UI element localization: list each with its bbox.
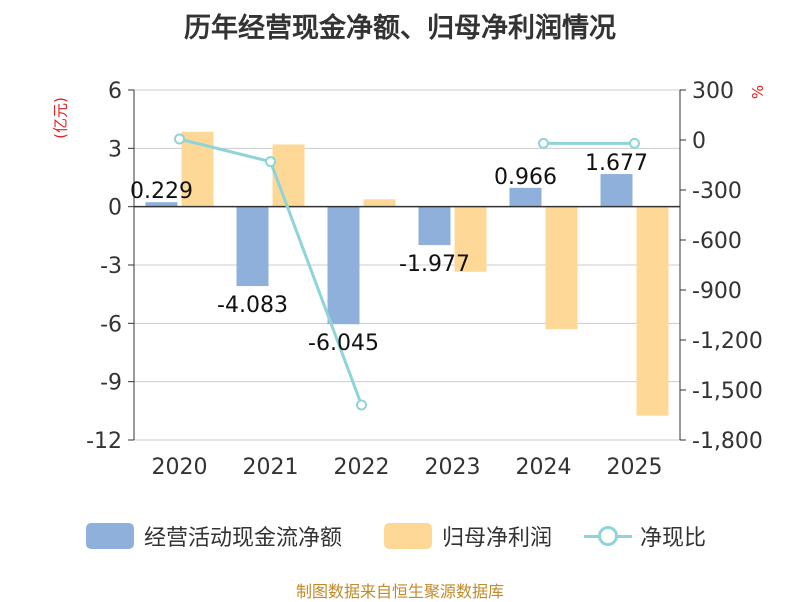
legend-swatch-ratio [584,523,632,549]
ratio-point [538,137,549,149]
bar-cash [418,206,451,246]
right-tick-label: 300 [692,79,734,104]
x-tick-label: 2021 [243,455,299,480]
bar-cash [145,202,178,207]
legend: 经营活动现金流净额 归母净利润 净现比 [0,516,800,556]
left-tick-label: 0 [108,196,122,221]
x-tick-label: 2022 [334,455,390,480]
cash-data-label: 1.677 [585,151,648,176]
bar-cash [509,187,542,207]
legend-swatch-cash [86,523,134,549]
ratio-point [174,133,185,145]
cash-data-label: -4.083 [217,293,288,318]
right-tick-label: -900 [692,279,742,304]
ratio-point [629,137,640,149]
chart-title: 历年经营现金净额、归母净利润情况 [184,13,616,44]
cash-data-label: -1.977 [399,252,470,277]
x-tick-label: 2024 [516,455,572,480]
left-tick-label: -12 [86,429,122,454]
cash-data-label: -6.045 [308,331,379,356]
cash-data-label: 0.229 [130,179,193,204]
right-tick-label: -300 [692,179,742,204]
ratio-point [356,399,367,411]
left-tick-label: 3 [108,137,122,162]
right-tick-label: -600 [692,229,742,254]
legend-item-ratio[interactable]: 净现比 [584,516,706,556]
legend-label-cash: 经营活动现金流净额 [144,526,343,551]
left-tick-label: -3 [100,254,122,279]
right-tick-label: -1,800 [692,429,763,454]
left-tick-label: -6 [100,312,122,337]
left-tick-label: 6 [108,79,122,104]
legend-label-ratio: 净现比 [640,526,707,551]
legend-swatch-profit [384,523,432,549]
bar-cash [600,174,633,207]
bar-profit [363,199,396,207]
bar-cash [327,206,360,325]
left-tick-label: -9 [100,371,122,396]
bar-profit [636,206,669,416]
bar-cash [236,206,269,287]
source-footer: 制图数据来自恒生聚源数据库 [295,582,504,601]
right-tick-label: -1,200 [692,329,763,354]
right-tick-label: -1,500 [692,379,763,404]
legend-item-cash[interactable]: 经营活动现金流净额 [86,516,342,556]
x-tick-label: 2020 [152,455,208,480]
bar-profit [272,144,305,207]
bar-profit [454,206,487,272]
cash-data-label: 0.966 [494,165,557,190]
x-tick-label: 2025 [607,455,663,480]
legend-item-profit[interactable]: 归母净利润 [384,516,552,556]
legend-label-profit: 归母净利润 [442,526,553,551]
ratio-point [265,156,276,168]
x-tick-label: 2023 [425,455,481,480]
bar-profit [545,206,578,330]
right-tick-label: 0 [692,129,706,154]
